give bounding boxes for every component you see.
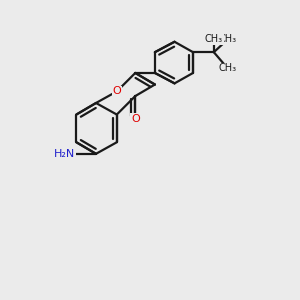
- Text: CH₃: CH₃: [219, 63, 237, 73]
- Text: H₂N: H₂N: [54, 149, 75, 159]
- Text: CH₃: CH₃: [205, 34, 223, 44]
- Text: O: O: [112, 86, 121, 96]
- Text: O: O: [131, 114, 140, 124]
- Text: CH₃: CH₃: [219, 34, 237, 44]
